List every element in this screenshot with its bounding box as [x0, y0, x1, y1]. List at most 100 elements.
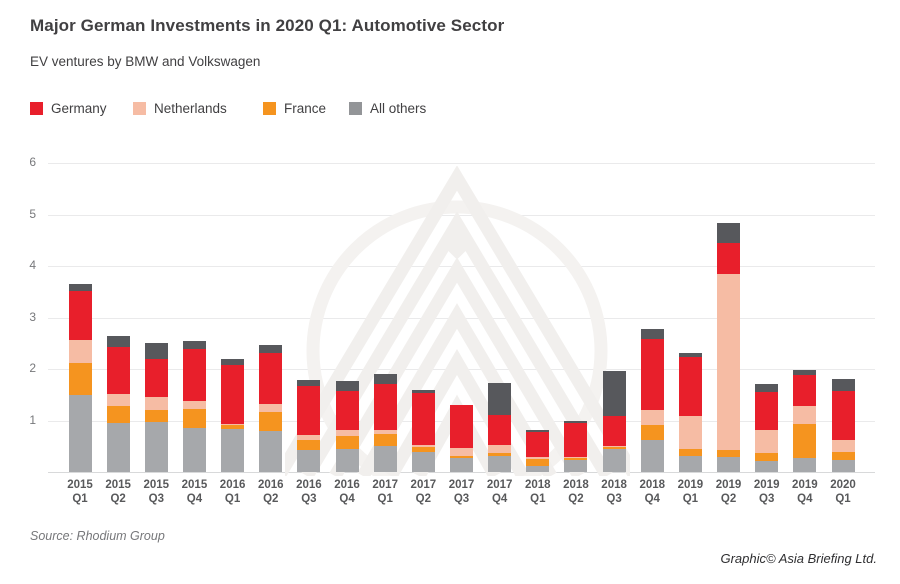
- netherlands-segment: [259, 404, 283, 412]
- x-tick-year: 2016: [219, 479, 246, 491]
- page-subtitle: EV ventures by BMW and Volkswagen: [30, 54, 261, 69]
- all-others-top-segment-segment: [106, 336, 130, 347]
- x-tick-quarter: Q2: [263, 493, 279, 506]
- germany-segment: [564, 423, 588, 457]
- x-tick-label-2018-q4: 2018 Q4: [632, 478, 672, 507]
- all-others-base-segment-segment: [831, 459, 855, 472]
- germany-segment: [717, 243, 741, 275]
- x-tick-year: 2018: [563, 479, 589, 491]
- gridline-y5: [48, 214, 875, 216]
- netherlands-segment: [106, 394, 130, 407]
- bar-2017-q3: [450, 405, 473, 472]
- x-tick-year: 2018: [639, 479, 666, 491]
- x-tick-label-2016-q3: 2016 Q3: [289, 478, 329, 507]
- netherlands-segment: [488, 445, 512, 453]
- all-others-base-segment-segment: [564, 460, 588, 472]
- legend-label: Germany: [51, 100, 107, 116]
- all-others-base-segment-segment: [488, 456, 512, 472]
- all-others-top-segment-segment: [831, 378, 855, 392]
- all-others-top-segment-segment: [678, 353, 702, 358]
- all-others-top-segment-segment: [640, 328, 664, 339]
- france-segment: [335, 435, 359, 449]
- x-tick-quarter: Q2: [415, 493, 432, 506]
- netherlands-segment: [793, 405, 817, 424]
- all-others-base-segment-segment: [717, 457, 741, 472]
- y-tick-label-1: 1: [29, 412, 36, 427]
- all-others-base-segment-segment: [335, 448, 359, 472]
- bar-2016-q1: [221, 359, 245, 472]
- germany-segment: [526, 432, 550, 458]
- x-tick-quarter: Q2: [568, 493, 584, 506]
- germany-segment: [182, 349, 206, 401]
- legend: Germany Netherlands France All others: [30, 100, 426, 116]
- x-tick-quarter: Q4: [339, 493, 355, 506]
- germany-segment: [335, 391, 359, 431]
- all-others-base-segment-segment: [144, 421, 168, 472]
- france-segment: [640, 425, 664, 440]
- x-tick-label-2015-q4: 2015 Q4: [174, 478, 214, 507]
- legend-item-france: France: [263, 101, 349, 116]
- gridline-y4: [48, 266, 875, 267]
- all-others-top-segment-segment: [717, 223, 741, 244]
- all-others-top-segment-segment: [221, 359, 245, 365]
- germany-segment: [221, 364, 245, 425]
- all-others-base-segment-segment: [411, 451, 435, 472]
- x-tick-year: 2015: [105, 479, 131, 491]
- germany-segment: [373, 384, 397, 431]
- all-others-top-segment-segment: [335, 380, 359, 392]
- bar-2018-q3: [602, 371, 626, 472]
- all-others-base-segment-segment: [793, 458, 817, 472]
- netherlands-segment: [144, 397, 168, 411]
- all-others-top-segment-segment: [144, 342, 168, 360]
- x-tick-quarter: Q4: [491, 493, 508, 506]
- x-tick-year: 2018: [525, 479, 551, 491]
- bar-2019-q1: [678, 353, 702, 472]
- all-others-base-segment-segment: [182, 427, 206, 472]
- x-tick-label-2017-q1: 2017 Q1: [365, 478, 405, 507]
- x-tick-year: 2019: [677, 479, 704, 491]
- france-segment: [221, 425, 245, 430]
- france-segment: [831, 451, 855, 460]
- y-tick-label-5: 5: [29, 206, 36, 221]
- x-tick-year: 2018: [601, 479, 627, 491]
- x-tick-year: 2019: [792, 479, 818, 491]
- netherlands-segment: [640, 410, 664, 426]
- bar-2017-q1: [373, 373, 397, 472]
- x-tick-year: 2020: [830, 479, 856, 491]
- x-tick-year: 2017: [410, 479, 437, 491]
- netherlands-segment: [182, 400, 206, 410]
- legend-label: France: [284, 100, 327, 116]
- plot-area: 1 2 3 4 5 6: [29, 155, 875, 473]
- gridline-y6: [48, 163, 875, 164]
- germany-segment: [678, 357, 702, 417]
- bar-2018-q2: [564, 420, 588, 472]
- x-tick-quarter: Q3: [606, 493, 622, 506]
- x-tick-year: 2015: [67, 479, 93, 491]
- germany-segment: [755, 392, 779, 430]
- all-others-top-segment-segment: [373, 373, 397, 385]
- france-segment: [68, 362, 92, 395]
- bar-2019-q4: [793, 369, 817, 472]
- all-others-top-segment-segment: [259, 344, 283, 353]
- x-tick-quarter: Q1: [530, 493, 546, 506]
- x-tick-quarter: Q1: [682, 493, 699, 506]
- france-segment: [259, 411, 283, 431]
- y-tick-label-3: 3: [29, 309, 36, 324]
- all-others-base-segment-segment: [373, 446, 397, 472]
- x-tick-label-2019-q2: 2019 Q2: [709, 478, 749, 507]
- germany-segment: [450, 405, 473, 449]
- bar-2019-q3: [755, 384, 779, 472]
- bar-2017-q2: [411, 390, 435, 472]
- france-segment: [526, 458, 550, 466]
- bar-2016-q2: [259, 344, 283, 472]
- gridline-y3: [48, 317, 875, 319]
- germany-segment: [297, 386, 321, 435]
- all-others-top-segment-segment: [755, 384, 779, 393]
- y-tick-label-6: 6: [29, 155, 36, 169]
- bar-2016-q3: [297, 379, 321, 472]
- germany-segment: [106, 346, 130, 395]
- x-tick-quarter: Q3: [301, 493, 317, 506]
- all-others-base-segment-segment: [106, 423, 130, 472]
- bar-2015-q2: [106, 336, 130, 472]
- germany-segment: [411, 392, 435, 446]
